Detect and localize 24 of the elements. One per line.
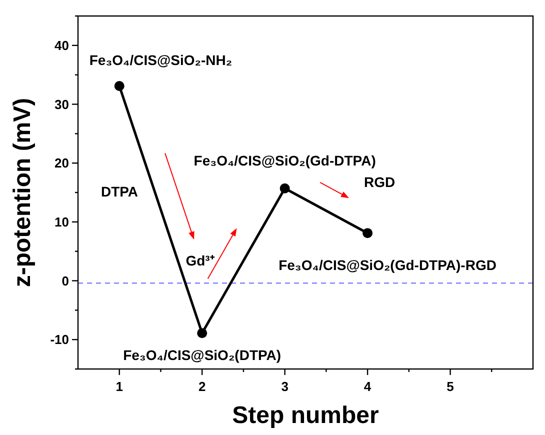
y-tick-label: 40 xyxy=(54,38,69,53)
y-tick-label: 10 xyxy=(54,214,69,230)
x-tick-label: 2 xyxy=(198,379,206,394)
annotation: Fe₃O₄/CIS@SiO₂(Gd-DTPA)-RGD xyxy=(278,256,496,273)
annotation: RGD xyxy=(364,174,396,190)
point xyxy=(114,81,124,92)
point xyxy=(362,228,373,238)
annotation: Gd³⁺ xyxy=(186,252,215,268)
annotation: DTPA xyxy=(100,183,138,200)
annotation: Fe₃O₄/CIS@SiO₂(Gd-DTPA) xyxy=(194,152,376,168)
x-tick-label: 4 xyxy=(364,379,372,394)
x-tick-label: 1 xyxy=(116,379,123,394)
y-tick-label: 0 xyxy=(62,273,69,288)
y-tick-label: -10 xyxy=(50,332,69,348)
y-tick-label: 30 xyxy=(54,96,69,112)
annotation: Fe₃O₄/CIS@SiO₂(DTPA) xyxy=(123,347,282,364)
annotation: Fe₃O₄/CIS@SiO₂-NH₂ xyxy=(89,52,232,68)
x-tick-label: 5 xyxy=(446,379,454,394)
y-tick-label: 20 xyxy=(54,156,69,171)
point xyxy=(197,328,208,338)
y-axis-title: z-potention (mV) xyxy=(9,98,36,288)
x-tick-label: 3 xyxy=(281,379,288,394)
x-axis-title: Step number xyxy=(232,402,379,429)
point xyxy=(280,183,290,194)
